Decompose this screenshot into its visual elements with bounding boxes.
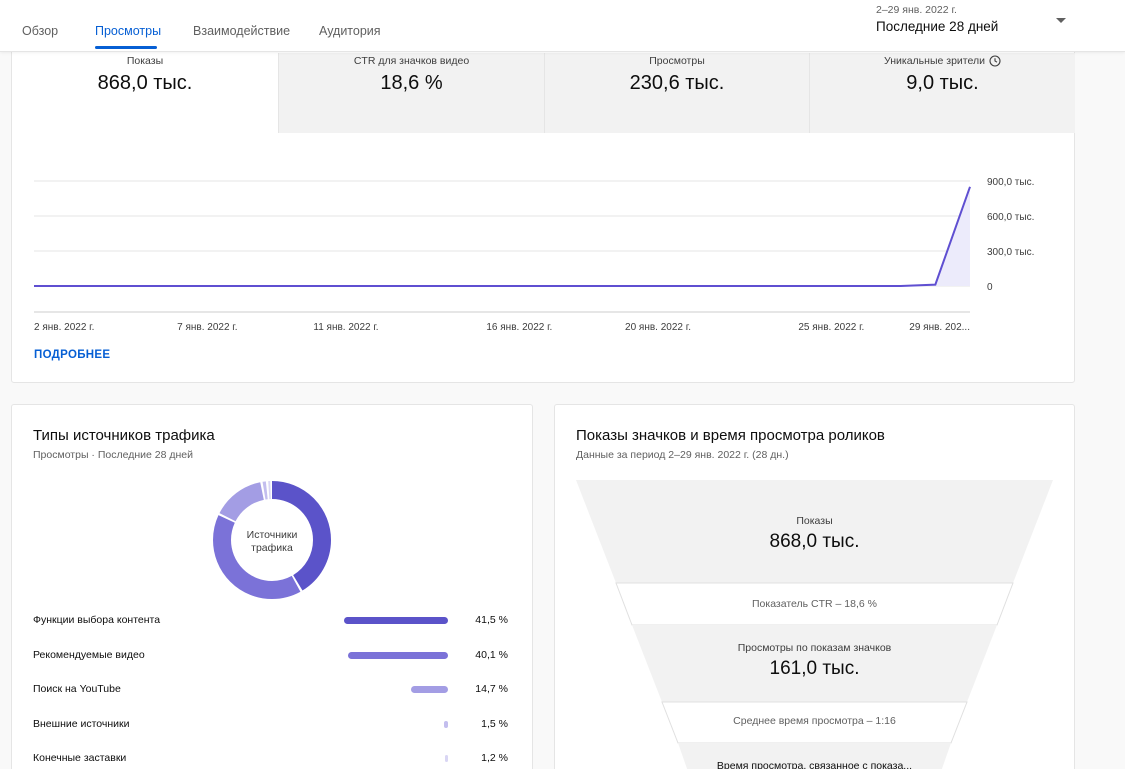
traffic-source-bar: [444, 755, 448, 762]
traffic-source-value: 40,1 %: [475, 648, 508, 661]
metric-value: 18,6 %: [380, 72, 443, 94]
metric-title: Уникальные зрители: [810, 55, 1075, 67]
metric-tab-ctr[interactable]: CTR для значков видео 18,6 %: [278, 53, 544, 133]
x-tick-label: 29 янв. 202...: [909, 322, 970, 333]
metric-tab-unique-viewers[interactable]: Уникальные зрители 9,0 тыс.: [809, 53, 1075, 133]
traffic-source-row[interactable]: Поиск на YouTube 14,7 %: [33, 681, 508, 699]
top-navigation: Обзор Просмотры Взаимодействие Аудитория…: [0, 0, 1125, 52]
metric-value: 9,0 тыс.: [906, 72, 979, 94]
traffic-source-value: 1,5 %: [481, 717, 508, 730]
y-tick-label: 0: [987, 282, 993, 293]
traffic-card-title: Типы источников трафика: [33, 427, 215, 444]
metric-title: Просмотры: [649, 55, 705, 67]
traffic-source-label: Поиск на YouTube: [33, 683, 121, 695]
area-fill: [34, 186, 970, 286]
funnel-card-subtitle: Данные за период 2–29 янв. 2022 г. (28 д…: [576, 449, 789, 461]
traffic-source-bar: [344, 617, 448, 624]
funnel-level-watch-time: [678, 743, 951, 769]
funnel-views-label: Просмотры по показам значков: [737, 642, 892, 654]
tab-views[interactable]: Просмотры: [95, 24, 162, 38]
x-tick-label: 2 янв. 2022 г.: [34, 322, 94, 333]
funnel-avg-time-label: Среднее время просмотра – 1:16: [733, 715, 896, 727]
metric-title: CTR для значков видео: [353, 55, 470, 67]
more-details-link[interactable]: ПОДРОБНЕЕ: [34, 349, 111, 361]
funnel-views-value: 161,0 тыс.: [769, 658, 860, 679]
funnel-watch-time-label: Время просмотра, связанное с показа...: [716, 760, 913, 769]
funnel-ctr-label: Показатель CTR – 18,6 %: [752, 598, 877, 610]
funnel-impressions-value: 868,0 тыс.: [769, 531, 860, 552]
metric-title: Показы: [126, 55, 164, 67]
traffic-card-subtitle: Просмотры · Последние 28 дней: [33, 449, 193, 461]
donut-center-label: Источники трафика: [246, 529, 298, 554]
tab-overview[interactable]: Обзор: [22, 24, 59, 38]
traffic-source-value: 1,2 %: [481, 752, 508, 764]
funnel-impressions-label: Показы: [796, 515, 833, 527]
chevron-down-icon[interactable]: [1056, 18, 1066, 23]
x-tick-label: 20 янв. 2022 г.: [625, 322, 691, 333]
traffic-source-bar: [347, 651, 448, 659]
traffic-source-bar: [411, 686, 448, 693]
funnel-graphic: [576, 480, 1053, 769]
metric-title-text: Уникальные зрители: [884, 55, 985, 67]
x-tick-label: 25 янв. 2022 г.: [798, 322, 864, 333]
tab-audience[interactable]: Аудитория: [319, 24, 381, 38]
metric-value: 868,0 тыс.: [97, 72, 193, 94]
metric-tab-views[interactable]: Просмотры 230,6 тыс.: [544, 53, 809, 133]
date-range-picker[interactable]: 2–29 янв. 2022 г. Последние 28 дней: [876, 4, 1066, 44]
funnel-level-views: [632, 625, 997, 702]
donut-segment: [213, 481, 331, 599]
overview-card: Показы 868,0 тыс. CTR для значков видео …: [11, 40, 1075, 383]
y-tick-label: 300,0 тыс.: [987, 247, 1034, 258]
traffic-source-label: Функции выбора контента: [33, 614, 161, 626]
traffic-source-row[interactable]: Конечные заставки 1,2 %: [33, 750, 508, 768]
traffic-source-label: Внешние источники: [33, 717, 130, 730]
tab-engagement[interactable]: Взаимодействие: [193, 24, 291, 38]
y-tick-label: 900,0 тыс.: [987, 177, 1034, 188]
y-tick-label: 600,0 тыс.: [987, 212, 1034, 223]
traffic-source-label: Конечные заставки: [33, 752, 127, 764]
funnel-card-title: Показы значков и время просмотра роликов: [576, 427, 885, 444]
clock-icon: [989, 55, 1001, 67]
date-period-label: Последние 28 дней: [876, 19, 999, 34]
x-tick-label: 16 янв. 2022 г.: [486, 322, 552, 333]
donut-segment: [213, 481, 331, 599]
traffic-source-row[interactable]: Функции выбора контента 41,5 %: [33, 612, 508, 630]
traffic-donut-chart: [213, 481, 331, 599]
traffic-source-row[interactable]: Рекомендуемые видео 40,1 %: [33, 647, 508, 665]
funnel-impressions: Показы 868,0 тыс.: [576, 515, 1053, 553]
series-line: [34, 186, 971, 287]
traffic-sources-card: Типы источников трафика Просмотры · Посл…: [11, 404, 533, 769]
active-tab-indicator: [95, 46, 157, 49]
x-tick-label: 7 янв. 2022 г.: [177, 322, 237, 333]
traffic-source-label: Рекомендуемые видео: [33, 648, 145, 661]
metric-tab-impressions[interactable]: Показы 868,0 тыс.: [12, 53, 278, 133]
traffic-source-bar: [444, 720, 448, 728]
metric-value: 230,6 тыс.: [629, 72, 725, 94]
traffic-source-row[interactable]: Внешние источники 1,5 %: [33, 716, 508, 734]
impressions-chart: 900,0 тыс. 600,0 тыс. 300,0 тыс. 0 2 янв. 20…: [34, 177, 1034, 333]
x-tick-label: 11 янв. 2022 г.: [313, 322, 378, 333]
funnel-views: Просмотры по показам значков 161,0 тыс.: [576, 642, 1053, 680]
impressions-funnel-card: Показы значков и время просмотра роликов…: [554, 404, 1075, 769]
traffic-source-value: 41,5 %: [475, 614, 508, 626]
date-range-text: 2–29 янв. 2022 г.: [876, 4, 957, 16]
funnel-level-impressions: [576, 480, 1053, 583]
traffic-source-value: 14,7 %: [475, 683, 508, 695]
